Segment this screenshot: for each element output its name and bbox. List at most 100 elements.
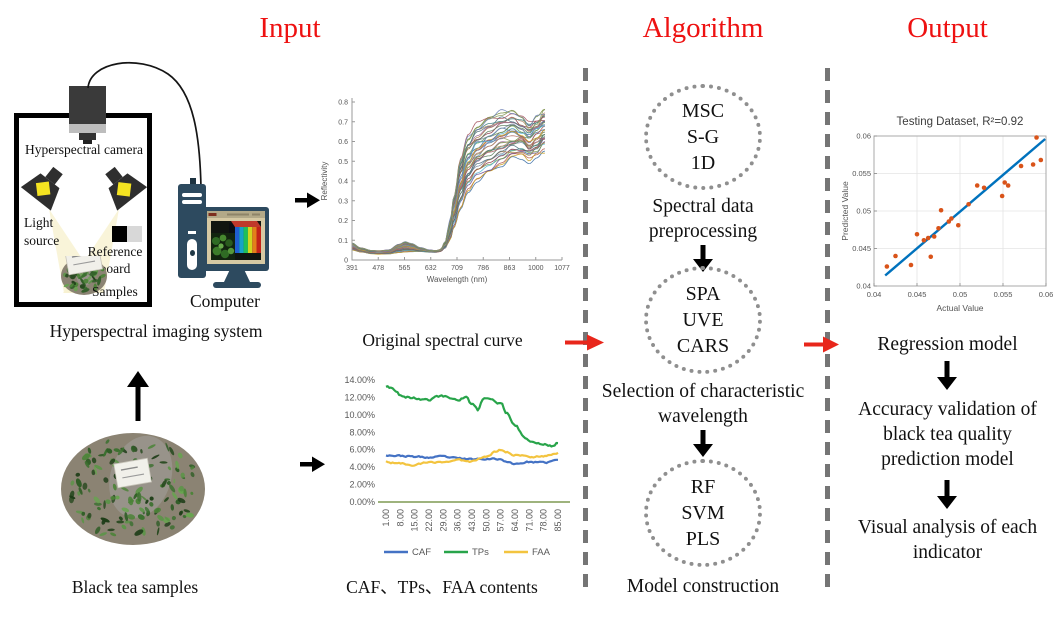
svg-text:0.5: 0.5 (338, 159, 348, 166)
accuracy-validation-label: Accuracy validation of black tea quality… (858, 399, 1037, 470)
svg-text:12.00%: 12.00% (344, 392, 375, 402)
svg-text:Reflectivity: Reflectivity (320, 162, 329, 201)
svg-text:0.06: 0.06 (1039, 290, 1054, 299)
method-pls: PLS (685, 528, 721, 550)
method-1d: 1D (690, 152, 716, 174)
reference-board-label-line2: board (99, 261, 131, 276)
svg-text:0.045: 0.045 (852, 244, 871, 253)
svg-text:0.2: 0.2 (338, 218, 348, 225)
scatter-axes: 0.04 0.045 0.05 0.055 0.06 0.04 0.045 0.05 0.055… (840, 132, 1053, 314)
wavelength-selection-circle: SPA UVE CARS (644, 266, 762, 374)
svg-text:1000: 1000 (528, 265, 544, 272)
spectral-axes: 0 0.1 0.2 0.3 0.4 0.5 0.6 0.7 0.8 391 478 565 632 709… (320, 98, 570, 284)
svg-text:0.06: 0.06 (856, 132, 871, 141)
monitor-stand (224, 271, 250, 282)
svg-text:43.00: 43.00 (467, 509, 477, 532)
monitor-screen (207, 211, 265, 264)
camera-body (69, 86, 106, 124)
divider-input-algorithm (583, 68, 588, 592)
svg-text:Actual Value: Actual Value (936, 303, 983, 313)
input-header: Input (259, 12, 321, 44)
svg-text:786: 786 (477, 265, 489, 272)
arrow-down-algorithm-2-icon (693, 430, 713, 457)
arrow-down-algorithm-1-icon (693, 245, 713, 272)
svg-text:Predicted Value: Predicted Value (840, 181, 850, 241)
contents-axes: 0.00% 2.00% 4.00% 6.00% 8.00% 10.00% 12.00% 14.… (344, 375, 570, 532)
light-source-label: Light source (24, 214, 84, 250)
svg-text:2.00%: 2.00% (349, 480, 375, 490)
arrow-red-input-to-algorithm-icon (565, 334, 604, 351)
reference-board-white-tile (127, 226, 142, 242)
black-tea-photo (61, 433, 205, 545)
original-spectral-curve-chart: 0 0.1 0.2 0.3 0.4 0.5 0.6 0.7 0.8 391 478 565 632 709… (320, 98, 570, 284)
computer-label: Computer (190, 291, 260, 311)
camera-label: Hyperspectral camera (24, 142, 144, 157)
svg-text:0.055: 0.055 (852, 169, 871, 178)
regression-scatter-chart: 0.04 0.045 0.05 0.055 0.06 0.04 0.045 0.05 0.055… (840, 116, 1053, 314)
svg-text:1.00: 1.00 (381, 509, 391, 527)
svg-text:0.7: 0.7 (338, 119, 348, 126)
model-construction-caption: Model construction (626, 576, 780, 597)
method-sg: S-G (686, 126, 720, 148)
svg-text:1077: 1077 (554, 265, 570, 272)
method-msc: MSC (681, 100, 725, 122)
svg-text:4.00%: 4.00% (349, 462, 375, 472)
svg-text:10.00%: 10.00% (344, 410, 375, 420)
reference-board-black-tile (112, 226, 127, 242)
model-methods-circle: RF SVM PLS (644, 459, 762, 567)
svg-text:0.05: 0.05 (856, 207, 871, 216)
svg-text:0.04: 0.04 (856, 282, 871, 291)
svg-text:391: 391 (346, 265, 358, 272)
svg-text:0.05: 0.05 (953, 290, 968, 299)
svg-text:0.055: 0.055 (994, 290, 1013, 299)
svg-text:565: 565 (399, 265, 411, 272)
svg-text:CAF: CAF (412, 547, 431, 558)
tower-drive-slot-2 (182, 200, 202, 204)
svg-text:36.00: 36.00 (453, 509, 463, 532)
svg-text:478: 478 (372, 265, 384, 272)
svg-text:29.00: 29.00 (438, 509, 448, 532)
svg-text:863: 863 (504, 265, 516, 272)
tower-button (188, 231, 196, 234)
svg-text:22.00: 22.00 (424, 509, 434, 532)
svg-text:57.00: 57.00 (496, 509, 506, 532)
svg-text:14.00%: 14.00% (344, 375, 375, 385)
method-rf: RF (690, 476, 716, 498)
series-TPs (385, 385, 559, 448)
svg-text:85.00: 85.00 (553, 509, 563, 532)
method-cars: CARS (676, 335, 730, 357)
light-source-label-line2: source (24, 233, 60, 248)
scatter-title: Testing Dataset, R²=0.92 (897, 116, 1024, 128)
svg-text:632: 632 (425, 265, 437, 272)
contents-caption: CAF、TPs、FAA contents (346, 577, 538, 597)
fit-line (884, 138, 1046, 277)
preprocessing-caption: Spectral data preprocessing (648, 196, 758, 242)
svg-text:0.00%: 0.00% (349, 497, 375, 507)
camera-lens-tip (83, 140, 92, 144)
arrow-down-output-2-icon (937, 480, 957, 509)
reference-board-label-line1: Reference (87, 244, 143, 259)
black-tea-caption: Black tea samples (71, 577, 199, 597)
svg-text:50.00: 50.00 (481, 509, 491, 532)
method-uve: UVE (682, 309, 724, 331)
camera-lens (79, 133, 96, 140)
original-spectral-curve-label: Original spectral curve (362, 330, 523, 350)
imaging-system-caption: Hyperspectral imaging system (49, 321, 263, 341)
preprocessing-methods-circle: MSC S-G 1D (644, 84, 762, 190)
spectral-series (351, 108, 546, 255)
arrow-red-algorithm-to-output-icon (804, 336, 839, 353)
arrow-right-computer-to-spectra-icon (295, 192, 320, 208)
regression-model-label: Regression model (877, 334, 1018, 355)
svg-text:TPs: TPs (472, 547, 489, 558)
svg-text:78.00: 78.00 (539, 509, 549, 532)
reference-board-label: Reference board (82, 243, 148, 277)
series-CAF (385, 454, 558, 466)
wavelength-selection-caption: Selection of characteristic wavelength (601, 381, 805, 427)
arrow-down-output-1-icon (937, 361, 957, 390)
svg-text:8.00%: 8.00% (349, 427, 375, 437)
light-source-right-icon (105, 166, 148, 211)
svg-text:0: 0 (344, 258, 348, 265)
svg-text:FAA: FAA (532, 547, 551, 558)
contents-line-chart: 0.00% 2.00% 4.00% 6.00% 8.00% 10.00% 12.00% 14.… (344, 375, 570, 558)
